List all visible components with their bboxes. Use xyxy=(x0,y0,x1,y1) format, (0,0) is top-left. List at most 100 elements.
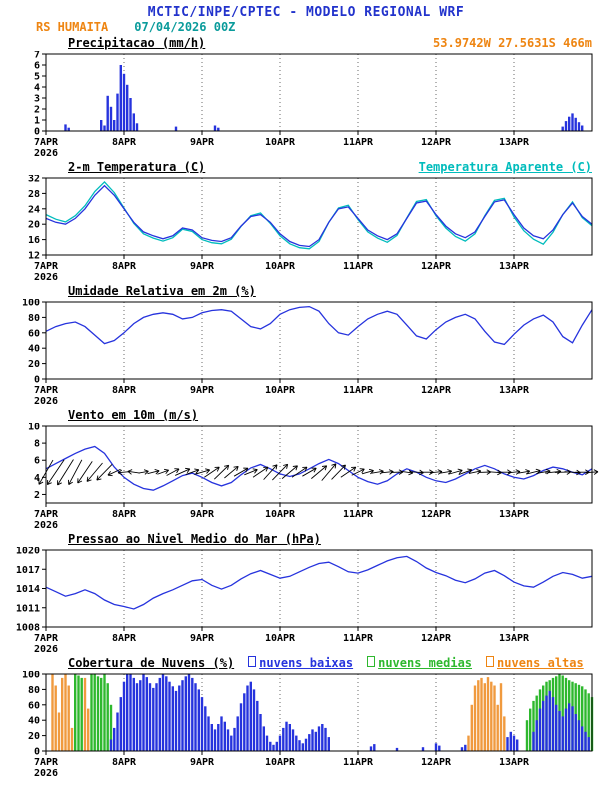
svg-text:12APR: 12APR xyxy=(421,757,452,768)
svg-text:2026: 2026 xyxy=(34,768,58,779)
svg-text:11APR: 11APR xyxy=(343,509,374,520)
legend-label-altas: nuvens altas xyxy=(497,656,584,670)
svg-text:9APR: 9APR xyxy=(190,261,215,272)
legend-label-medias: nuvens medias xyxy=(378,656,473,670)
panel-pressure: Pressao ao Nivel Medio do Mar (hPa) 1008… xyxy=(0,532,612,656)
svg-text:0: 0 xyxy=(34,127,40,138)
svg-text:5: 5 xyxy=(34,72,40,83)
svg-text:12APR: 12APR xyxy=(421,633,452,644)
humidity-title: Umidade Relativa em 2m (%) xyxy=(68,284,256,298)
temperature-title: 2-m Temperatura (C) xyxy=(68,160,206,174)
pressure-chart: 1008 1011 1014 1017 1020 7APR 2026 8APR 9APR 10AP… xyxy=(0,546,612,655)
legend-nuvens-medias: nuvens medias xyxy=(367,656,472,670)
svg-text:0: 0 xyxy=(34,747,40,758)
svg-text:1008: 1008 xyxy=(16,623,40,634)
svg-text:7APR: 7APR xyxy=(34,757,59,768)
svg-text:12APR: 12APR xyxy=(421,385,452,396)
svg-text:10APR: 10APR xyxy=(265,633,296,644)
coordinates-label: 53.9742W 27.5631S 466m xyxy=(433,36,592,50)
svg-text:80: 80 xyxy=(28,313,40,324)
svg-text:20: 20 xyxy=(28,359,40,370)
svg-text:2026: 2026 xyxy=(34,272,58,283)
svg-text:7APR: 7APR xyxy=(34,261,59,272)
svg-text:8: 8 xyxy=(34,439,40,450)
run-info-row: RS HUMAITA 07/04/2026 00Z xyxy=(0,20,612,36)
legend-nuvens-baixas: nuvens baixas xyxy=(248,656,353,670)
svg-text:2: 2 xyxy=(34,105,40,116)
svg-text:32: 32 xyxy=(28,175,40,185)
svg-text:9APR: 9APR xyxy=(190,633,215,644)
svg-text:8APR: 8APR xyxy=(112,261,137,272)
svg-text:80: 80 xyxy=(28,685,40,696)
run-datetime-label: 07/04/2026 00Z xyxy=(134,20,236,34)
svg-text:1014: 1014 xyxy=(16,584,40,595)
panel-title-row: Vento em 10m (m/s) xyxy=(0,408,612,423)
panel-wind: Vento em 10m (m/s) 2 4 6 8 10 7APR 2026 8APR 9AP… xyxy=(0,408,612,532)
svg-text:8APR: 8APR xyxy=(112,757,137,768)
humidity-chart: 0 20 40 60 80 100 7APR 2026 8APR 9APR 10APR 11APR 12… xyxy=(0,298,612,407)
svg-text:1017: 1017 xyxy=(16,565,40,576)
station-label: RS HUMAITA xyxy=(36,20,109,34)
panel-title-row: Pressao ao Nivel Medio do Mar (hPa) xyxy=(0,532,612,547)
clouds-title: Cobertura de Nuvens (%) xyxy=(68,656,235,670)
svg-text:24: 24 xyxy=(28,204,40,215)
svg-text:11APR: 11APR xyxy=(343,137,374,148)
svg-text:40: 40 xyxy=(28,716,40,727)
svg-text:8APR: 8APR xyxy=(112,633,137,644)
page-title: MCTIC/INPE/CPTEC - MODELO REGIONAL WRF xyxy=(147,5,465,20)
svg-text:10APR: 10APR xyxy=(265,261,296,272)
svg-text:1020: 1020 xyxy=(16,547,40,557)
svg-text:9APR: 9APR xyxy=(190,385,215,396)
svg-text:100: 100 xyxy=(22,299,40,309)
panel-temperature: 2-m Temperatura (C) Temperatura Aparente… xyxy=(0,160,612,284)
svg-text:11APR: 11APR xyxy=(343,757,374,768)
svg-text:11APR: 11APR xyxy=(343,633,374,644)
svg-text:7APR: 7APR xyxy=(34,633,59,644)
panel-humidity: Umidade Relativa em 2m (%) 0 20 40 60 80 100 7… xyxy=(0,284,612,408)
panel-title-row: Precipitacao (mm/h) 53.9742W 27.5631S 46… xyxy=(0,36,612,51)
svg-text:1: 1 xyxy=(34,116,40,127)
svg-text:16: 16 xyxy=(28,235,40,246)
svg-text:11APR: 11APR xyxy=(343,385,374,396)
svg-text:2026: 2026 xyxy=(34,644,58,655)
svg-text:13APR: 13APR xyxy=(499,385,530,396)
svg-text:28: 28 xyxy=(28,189,40,200)
svg-text:40: 40 xyxy=(28,344,40,355)
wind-title: Vento em 10m (m/s) xyxy=(68,408,199,422)
svg-text:13APR: 13APR xyxy=(499,757,530,768)
svg-text:4: 4 xyxy=(34,83,40,94)
svg-text:10APR: 10APR xyxy=(265,137,296,148)
clouds-chart: 0 20 40 60 80 100 7APR 2026 8APR 9APR 10APR 11APR 12… xyxy=(0,670,612,779)
svg-text:100: 100 xyxy=(22,671,40,681)
pressure-title: Pressao ao Nivel Medio do Mar (hPa) xyxy=(68,532,321,546)
svg-text:8APR: 8APR xyxy=(112,509,137,520)
svg-text:7APR: 7APR xyxy=(34,509,59,520)
panel-title-row: Cobertura de Nuvens (%) nuvens baixas nu… xyxy=(0,656,612,671)
svg-text:7APR: 7APR xyxy=(34,137,59,148)
svg-text:12APR: 12APR xyxy=(421,509,452,520)
wind-chart: 2 4 6 8 10 7APR 2026 8APR 9APR 10APR 11APR 12APR 13A… xyxy=(0,422,612,531)
svg-text:4: 4 xyxy=(34,473,40,484)
svg-text:20: 20 xyxy=(28,731,40,742)
svg-text:13APR: 13APR xyxy=(499,509,530,520)
svg-text:13APR: 13APR xyxy=(499,137,530,148)
precipitation-chart: 0 1 2 3 4 5 6 7 7APR 2026 8APR 9APR 10APR 11APR 12APR 1… xyxy=(0,50,612,159)
svg-text:6: 6 xyxy=(34,456,40,467)
svg-text:60: 60 xyxy=(28,700,40,711)
svg-text:9APR: 9APR xyxy=(190,509,215,520)
svg-text:1011: 1011 xyxy=(16,603,40,614)
svg-text:8APR: 8APR xyxy=(112,137,137,148)
svg-text:7: 7 xyxy=(34,51,40,61)
legend-box-medias-icon xyxy=(367,656,376,667)
svg-text:10APR: 10APR xyxy=(265,757,296,768)
svg-text:12APR: 12APR xyxy=(421,261,452,272)
svg-text:9APR: 9APR xyxy=(190,757,215,768)
svg-text:8APR: 8APR xyxy=(112,385,137,396)
svg-text:2026: 2026 xyxy=(34,520,58,531)
svg-text:13APR: 13APR xyxy=(499,261,530,272)
panel-precipitation: Precipitacao (mm/h) 53.9742W 27.5631S 46… xyxy=(0,36,612,160)
svg-text:2026: 2026 xyxy=(34,148,58,159)
panel-title-row: Umidade Relativa em 2m (%) xyxy=(0,284,612,299)
svg-text:3: 3 xyxy=(34,94,40,105)
